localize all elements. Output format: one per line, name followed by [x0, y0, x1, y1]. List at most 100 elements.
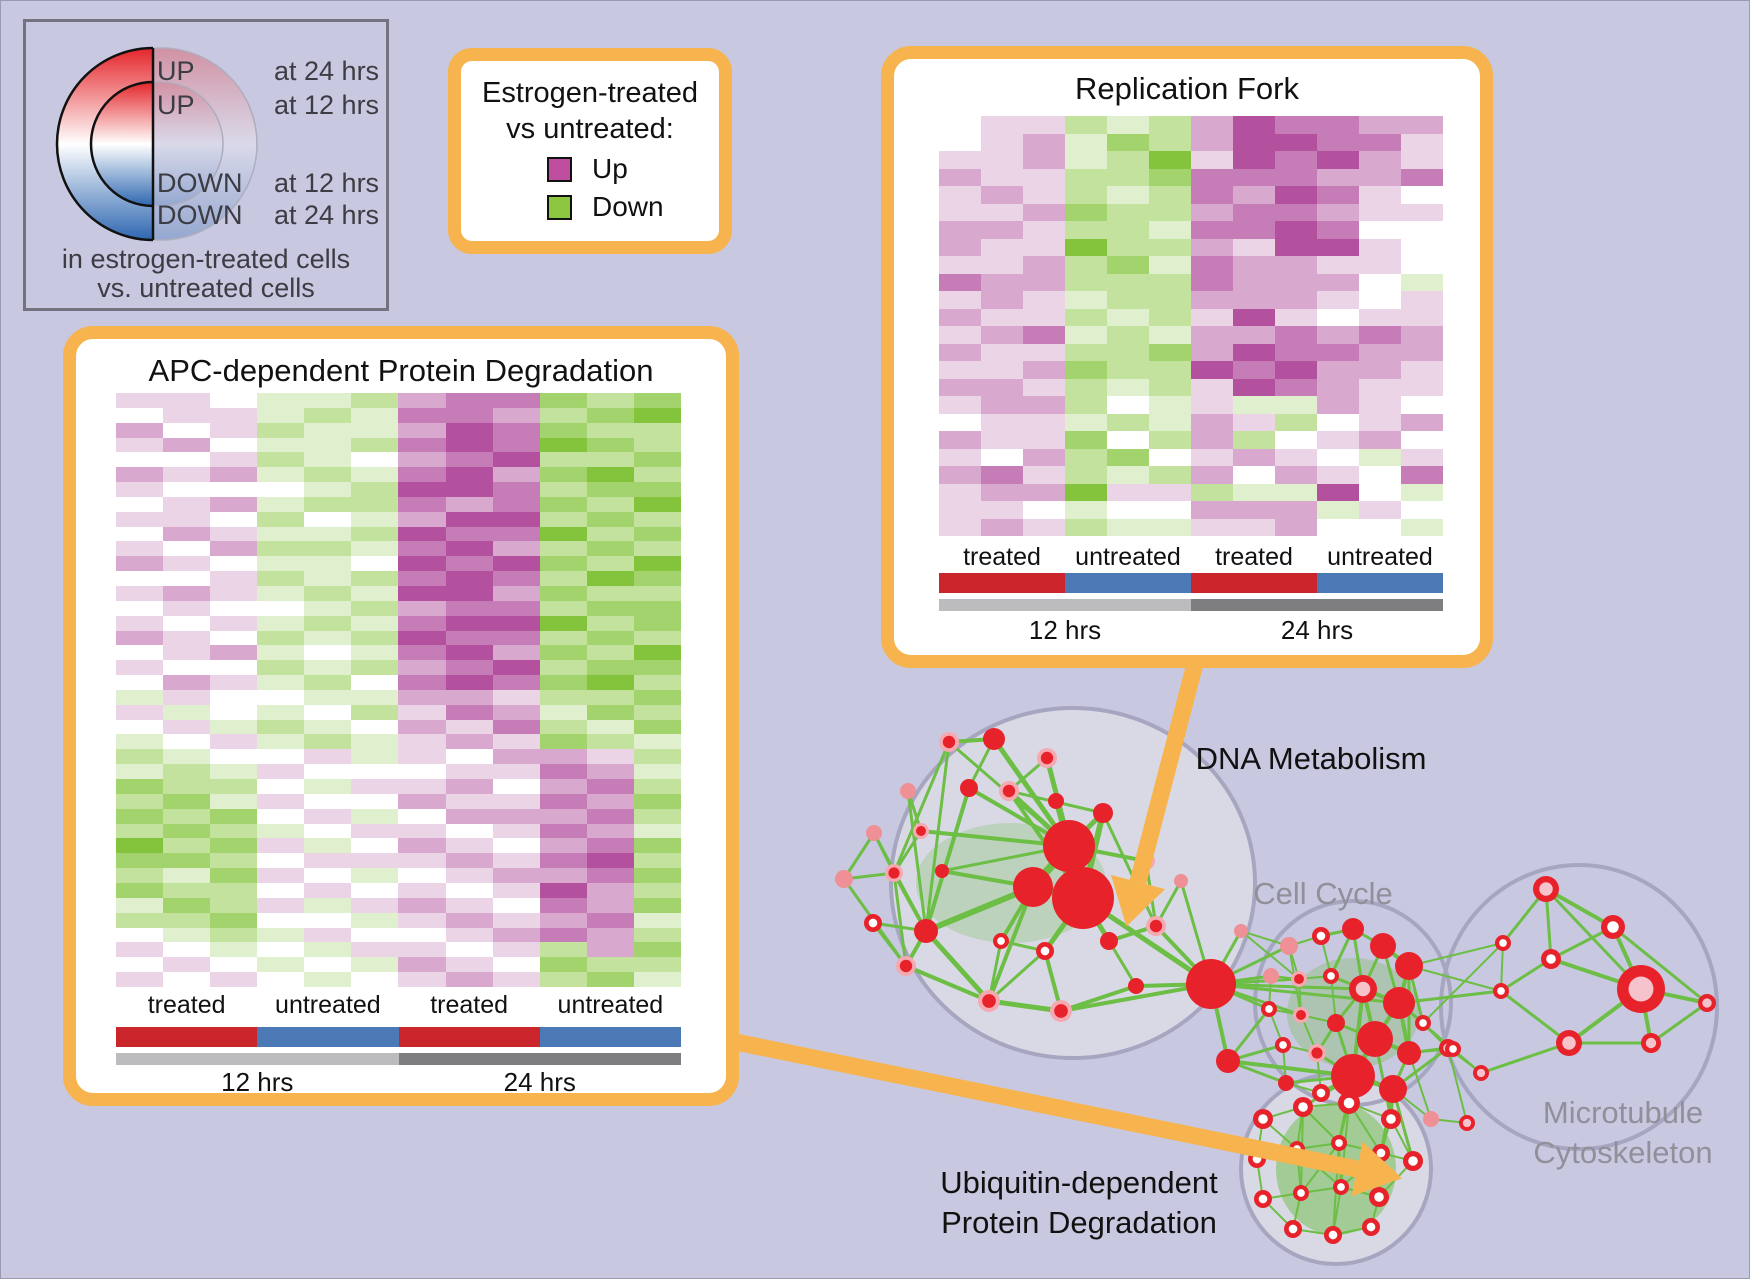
heatmap-cell [981, 203, 1023, 221]
heatmap-cell [586, 422, 634, 438]
heatmap-cell [445, 615, 493, 631]
heatmap-cell [351, 452, 399, 468]
gene-node-ring-center [1335, 1139, 1343, 1147]
heatmap-cell [1275, 238, 1317, 256]
heatmap-cell [257, 437, 305, 453]
heatmap-cell [304, 675, 352, 690]
heatmap-cell [492, 407, 540, 423]
heatmap-cell [1233, 308, 1275, 326]
network-edge [924, 740, 951, 933]
heatmap-cell [398, 571, 446, 586]
heatmap-cell [1317, 168, 1359, 186]
heatmap-cell [163, 407, 211, 423]
heatmap-cell [351, 882, 399, 898]
gene-node-haloed-center [1054, 1004, 1068, 1018]
heatmap-cell [1317, 221, 1359, 239]
gene-node-haloed-center [1002, 784, 1016, 798]
heatmap-cell [539, 778, 587, 794]
heatmap-cell [633, 437, 681, 453]
heatmap-cell [257, 407, 305, 423]
heatmap-cell [1359, 168, 1401, 186]
network-edge [892, 871, 908, 968]
heatmap-cell [163, 778, 211, 794]
heatmap-cell [1107, 203, 1149, 221]
heatmap-cell [1065, 518, 1107, 536]
heatmap-cell [939, 168, 981, 186]
heatmap-cell [116, 882, 164, 898]
heatmap-cell [539, 927, 587, 943]
heatmap-cell [304, 630, 352, 646]
updown-legend-box: UP UP DOWN DOWN at 24 hrs at 12 hrs at 1… [23, 19, 389, 311]
heatmap-cell [398, 482, 446, 497]
heatmap-cell [1023, 413, 1065, 431]
heatmap-cell [539, 957, 587, 973]
heatmap-cell [1191, 203, 1233, 221]
heatmap-cell [1401, 501, 1443, 519]
heatmap-cell [1317, 431, 1359, 449]
heatmap-cell [304, 482, 352, 497]
heatmap-cell [1233, 203, 1275, 221]
heatmap-cell [981, 221, 1023, 239]
heatmap-cell [351, 437, 399, 453]
heatmap-cell [1233, 326, 1275, 344]
heatmap-cell [445, 393, 493, 408]
group-bar-untreated [257, 1027, 399, 1047]
heatmap-cell [1275, 273, 1317, 291]
heatmap-cell [1107, 273, 1149, 291]
heatmap-cell [398, 808, 446, 824]
heatmap-cell [1401, 291, 1443, 309]
heatmap-cell [163, 645, 211, 661]
heatmap-cell [304, 793, 352, 809]
heatmap-cell [586, 689, 634, 705]
heatmap-cell [1401, 308, 1443, 326]
heatmap-cell [210, 749, 258, 765]
heatmap-cell [492, 689, 540, 705]
heatmap-cell [1191, 168, 1233, 186]
heatmap-cell [1233, 168, 1275, 186]
heatmap-cell [445, 600, 493, 616]
heatmap-cell [210, 511, 258, 527]
gene-node-solid [1327, 1014, 1345, 1032]
heatmap-cell [1359, 133, 1401, 151]
group-bar-untreated [539, 1027, 681, 1047]
heatmap-cell [981, 361, 1023, 379]
heatmap-cell [116, 853, 164, 869]
heatmap-cell [257, 764, 305, 779]
heatmap-cell [1359, 361, 1401, 379]
heatmap-cell [1317, 238, 1359, 256]
heatmap-cell [1401, 431, 1443, 449]
heatmap-cell [492, 868, 540, 883]
heatmap-cell [586, 675, 634, 690]
gene-node-pale-center [1462, 1118, 1472, 1128]
heatmap-cell [981, 483, 1023, 501]
heatmap-cell [1149, 256, 1191, 274]
heatmap-cell [210, 645, 258, 661]
heatmap-cell [981, 343, 1023, 361]
heatmap-cell [492, 897, 540, 913]
heatmap-cell [1023, 151, 1065, 169]
heatmap-cell [633, 585, 681, 601]
heatmap-cell [257, 912, 305, 928]
heatmap-cell [163, 556, 211, 572]
gene-node-pink [1234, 924, 1248, 938]
gene-node-haloed-center [1040, 751, 1054, 765]
heatmap-cell [633, 496, 681, 512]
heatmap-cell [1023, 308, 1065, 326]
heatmap-cell [939, 448, 981, 466]
heatmap-cell [210, 675, 258, 690]
heatmap-cell [1149, 501, 1191, 519]
heatmap-cell [586, 882, 634, 898]
time-label-12 hrs: 12 hrs [221, 1067, 294, 1097]
heatmap-cell [1149, 221, 1191, 239]
heatmap-cell [492, 957, 540, 973]
heatmap-cell [304, 452, 352, 468]
heatmap-cell [1317, 308, 1359, 326]
heatmap-cell [445, 808, 493, 824]
heatmap-cell [1359, 413, 1401, 431]
heatmap-cell [1191, 133, 1233, 151]
heatmap-cell [304, 393, 352, 408]
annotation-arrowhead-icon [1351, 1141, 1403, 1197]
heatmap-cell [163, 957, 211, 973]
heatmap-cell [163, 630, 211, 646]
heatmap-cell [1191, 518, 1233, 536]
